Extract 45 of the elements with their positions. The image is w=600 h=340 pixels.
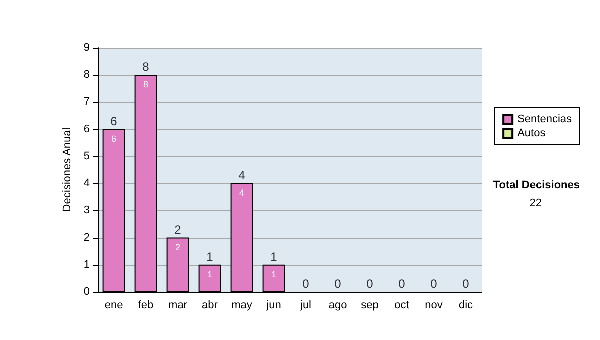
- y-tick-label: 2: [84, 232, 90, 244]
- total-label: 0: [302, 277, 310, 291]
- total-label: 0: [398, 277, 406, 291]
- total-label: 8: [142, 60, 150, 74]
- text: Total Decisiones: [493, 180, 580, 192]
- x-tick-label: ene: [104, 300, 124, 312]
- x-tick-label: mar: [168, 300, 188, 312]
- x-tick-label: ago: [328, 300, 348, 312]
- total-label: 0: [366, 277, 374, 291]
- y-tick-label: 0: [84, 286, 90, 298]
- x-tick-label: jun: [266, 300, 282, 312]
- y-tick-label: 4: [84, 178, 90, 190]
- y-tick-label: 9: [84, 42, 90, 54]
- x-tick-label: dic: [458, 300, 474, 312]
- text: 22: [530, 198, 542, 210]
- data-label: 6: [111, 134, 117, 144]
- data-label: 1: [207, 269, 213, 280]
- x-tick-label: jul: [299, 300, 312, 312]
- x-tick-label: sep: [361, 300, 379, 312]
- total-label: 6: [110, 114, 118, 128]
- y-tick-label: 8: [84, 69, 90, 82]
- y-tick-label: 6: [84, 123, 90, 136]
- total-label: 1: [270, 250, 278, 264]
- y-tick-label: 7: [84, 96, 90, 108]
- x-tick-label: may: [232, 300, 253, 312]
- total-label: 0: [462, 277, 470, 291]
- y-tick-label: 5: [84, 150, 90, 162]
- total-label: 2: [174, 222, 182, 237]
- data-label: 1: [271, 269, 277, 280]
- total-label: 0: [430, 277, 438, 291]
- legend-label: Autos: [518, 128, 546, 140]
- x-tick-label: abr: [202, 300, 218, 312]
- x-tick-label: feb: [138, 300, 154, 312]
- total-label: 1: [206, 250, 214, 264]
- data-label: 4: [239, 188, 245, 198]
- total-label: 4: [238, 168, 246, 183]
- x-tick-label: nov: [425, 300, 444, 312]
- y-axis-title: Decisiones Anual: [61, 128, 74, 212]
- data-label: 8: [143, 80, 149, 90]
- data-label: 2: [175, 242, 181, 252]
- total-label: 0: [334, 277, 342, 291]
- y-tick-label: 3: [84, 204, 90, 217]
- x-tick-label: oct: [394, 300, 410, 312]
- y-tick-label: 1: [84, 258, 90, 271]
- legend-label: Sentencias: [518, 114, 572, 126]
